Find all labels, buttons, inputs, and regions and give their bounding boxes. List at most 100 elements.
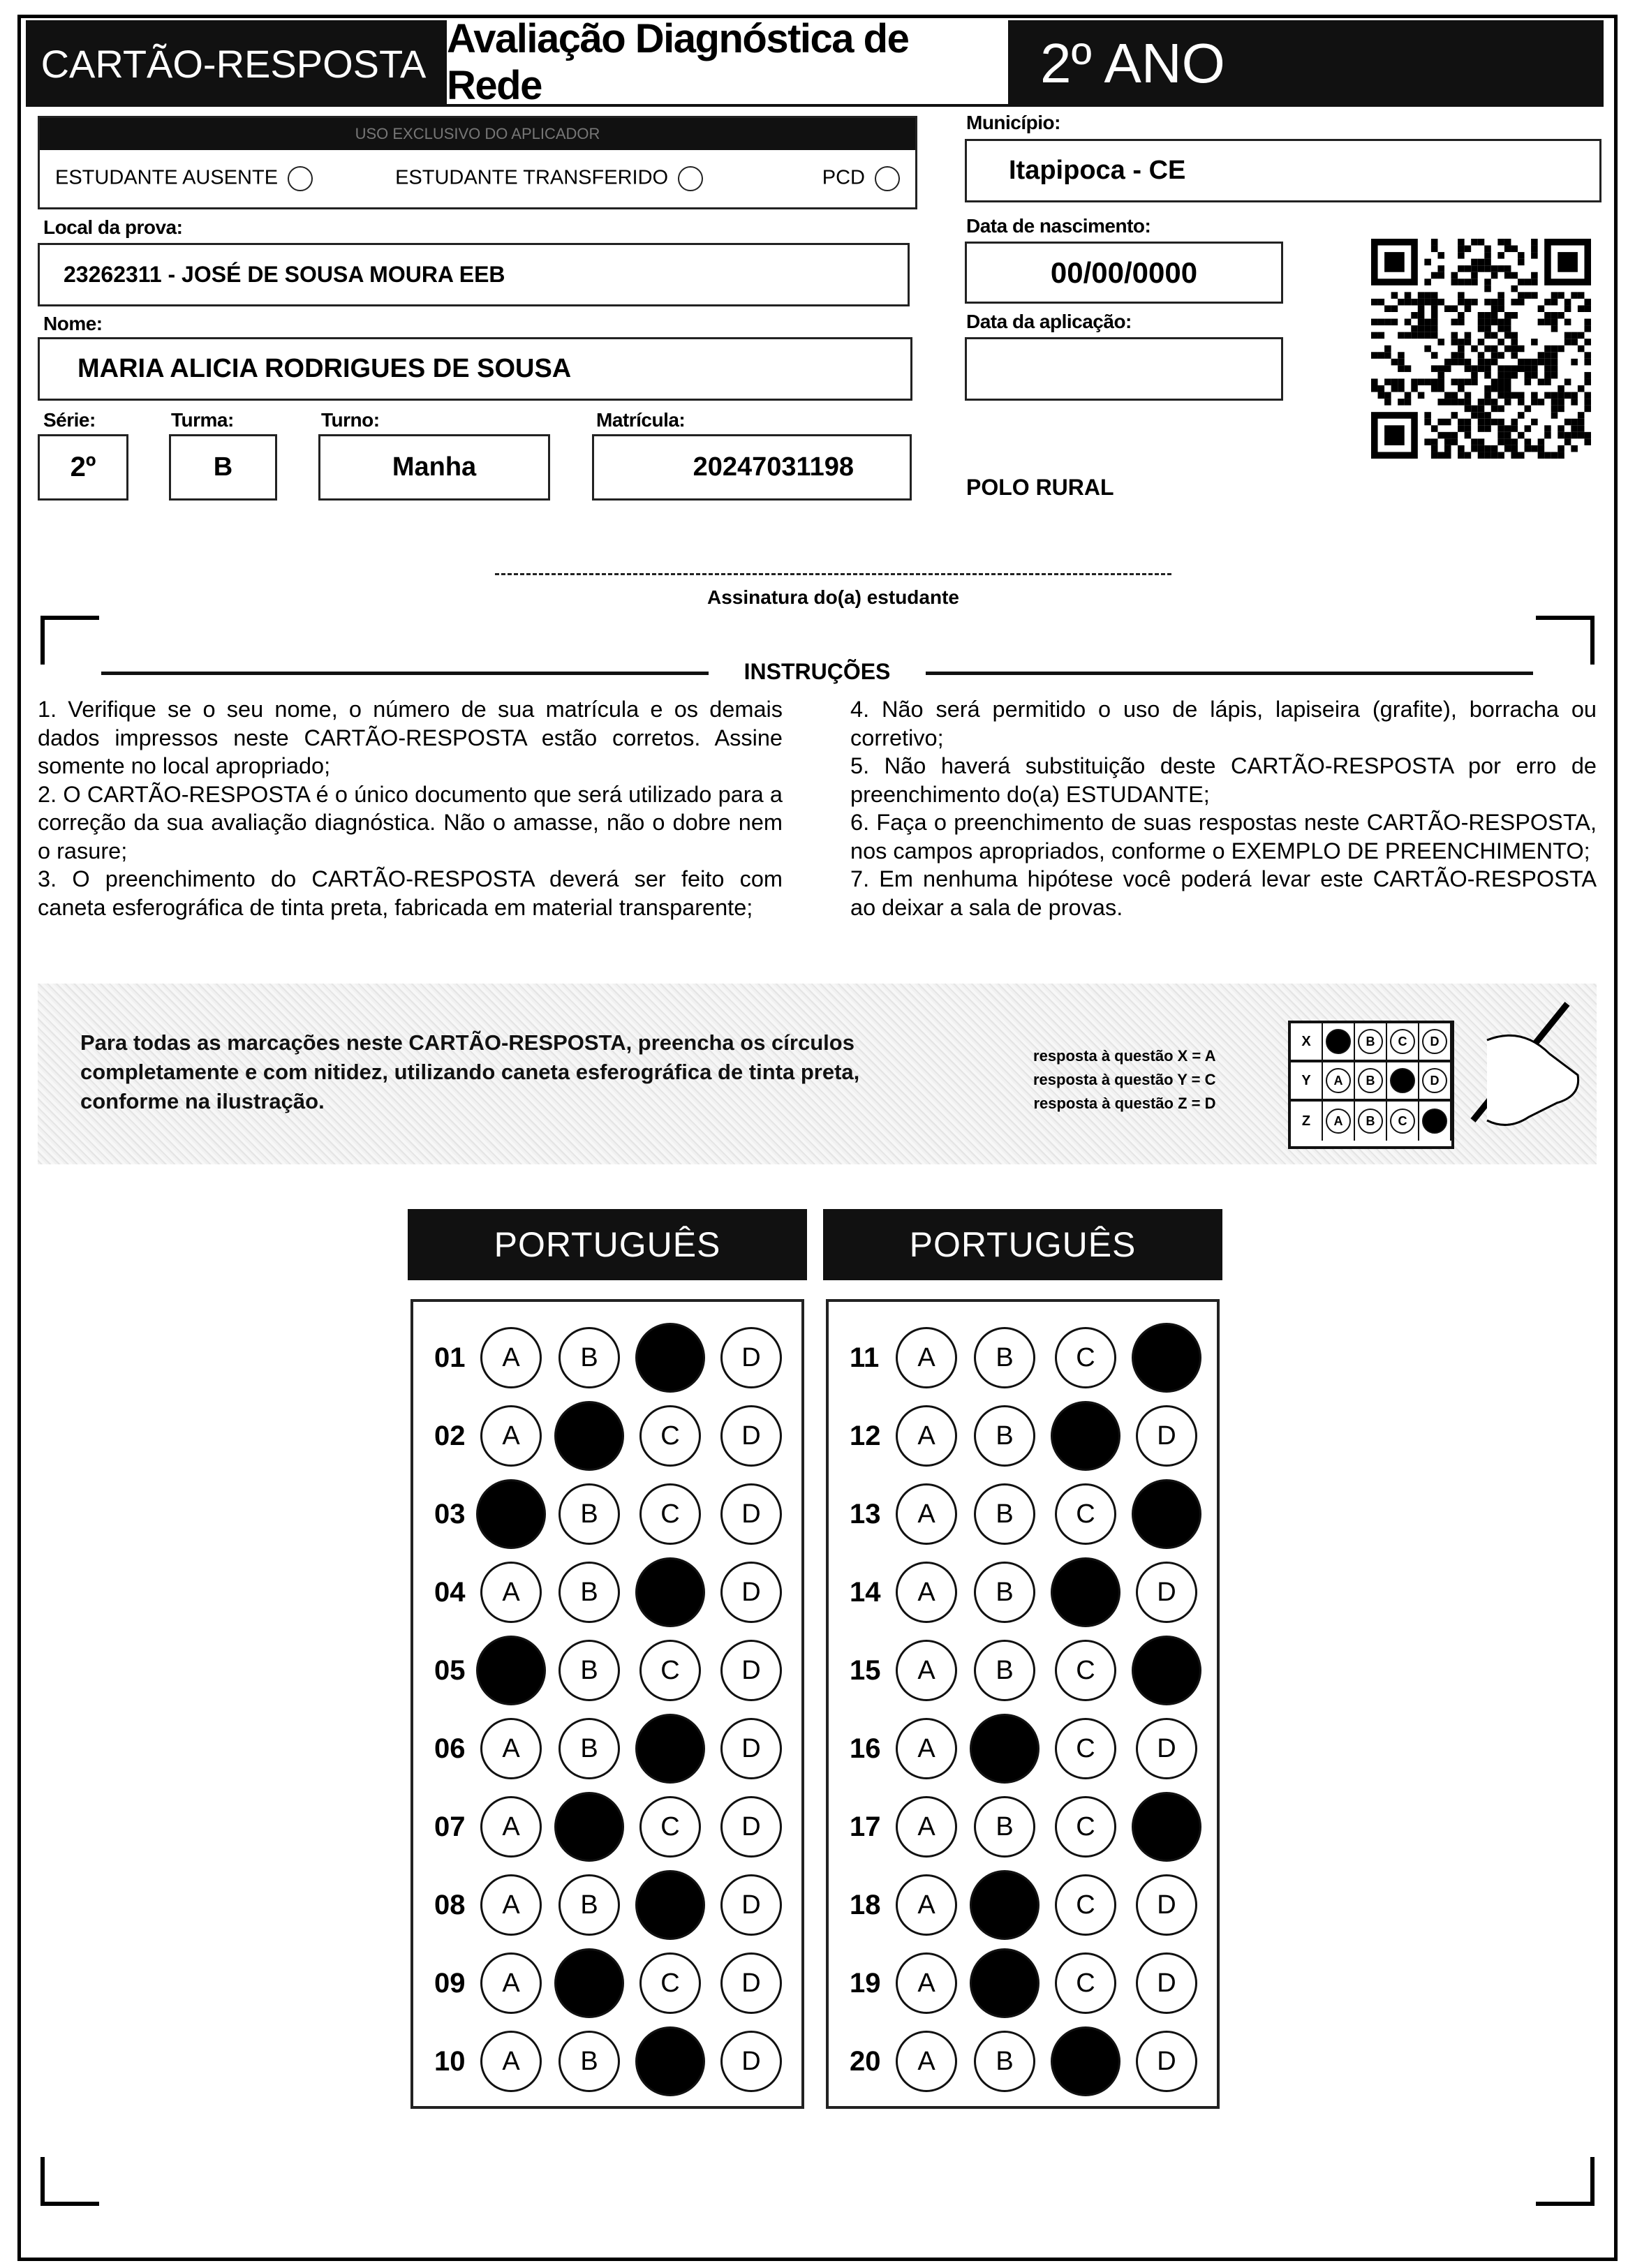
answer-bubble-a[interactable]: A (896, 2031, 957, 2092)
answer-bubble-c[interactable] (635, 1557, 705, 1627)
answer-bubble-b[interactable]: B (558, 2031, 620, 2092)
answer-bubble-a[interactable]: A (896, 1483, 957, 1545)
answer-bubble-c[interactable]: C (1055, 1483, 1116, 1545)
answer-bubble-d[interactable]: D (720, 1718, 782, 1779)
answer-bubble-d[interactable]: D (1136, 1405, 1197, 1467)
answer-bubble-c[interactable] (635, 2026, 705, 2096)
answer-bubble-d[interactable]: D (720, 2031, 782, 2092)
answer-bubble-d[interactable]: D (720, 1874, 782, 1936)
instructions-right: 4. Não será permitido o uso de lápis, la… (850, 695, 1597, 921)
answer-bubble-d[interactable]: D (720, 1405, 782, 1467)
answer-bubble-a[interactable]: A (896, 1327, 957, 1388)
answer-bubble-b[interactable] (970, 1948, 1040, 2018)
answer-bubble-a[interactable]: A (480, 1952, 542, 2014)
example-bubble: D (1422, 1068, 1447, 1093)
answer-bubble-c[interactable] (635, 1870, 705, 1940)
answer-bubble-d[interactable] (1132, 1636, 1201, 1705)
answer-bubble-b[interactable]: B (974, 1405, 1035, 1467)
answer-bubble-a[interactable]: A (480, 1718, 542, 1779)
question-number: 19 (850, 1968, 881, 1999)
answer-bubble-d[interactable]: D (720, 1640, 782, 1701)
answer-bubble-b[interactable]: B (558, 1483, 620, 1545)
answer-bubble-b[interactable]: B (558, 1327, 620, 1388)
absent-radio[interactable] (288, 166, 313, 191)
answer-bubble-d[interactable] (1132, 1792, 1201, 1862)
instruction-item: 7. Em nenhuma hipótese você poderá levar… (850, 866, 1597, 920)
answer-bubble-d[interactable]: D (1136, 1952, 1197, 2014)
answer-bubble-b[interactable]: B (974, 1796, 1035, 1858)
answer-bubble-d[interactable]: D (720, 1796, 782, 1858)
answer-bubble-d[interactable]: D (720, 1562, 782, 1623)
answer-bubble-b[interactable]: B (558, 1562, 620, 1623)
answer-bubble-a[interactable]: A (896, 1796, 957, 1858)
answer-bubble-a[interactable]: A (480, 1405, 542, 1467)
example-cell (1419, 1102, 1451, 1141)
answer-bubble-d[interactable]: D (1136, 1562, 1197, 1623)
answer-bubble-b[interactable]: B (558, 1718, 620, 1779)
transferred-radio[interactable] (678, 166, 704, 191)
answer-bubble-d[interactable]: D (720, 1483, 782, 1545)
answer-bubble-c[interactable] (1051, 1557, 1120, 1627)
answer-bubble-c[interactable]: C (639, 1796, 701, 1858)
answer-bubble-c[interactable]: C (1055, 1952, 1116, 2014)
answer-bubble-d[interactable]: D (1136, 1718, 1197, 1779)
answer-bubble-d[interactable] (1132, 1323, 1201, 1393)
answer-bubble-a[interactable]: A (480, 1327, 542, 1388)
question-number: 08 (434, 1890, 466, 1920)
answer-bubble-c[interactable]: C (1055, 1796, 1116, 1858)
divider (101, 672, 709, 675)
answer-bubble-c[interactable]: C (1055, 1874, 1116, 1936)
answer-bubble-a[interactable]: A (480, 1874, 542, 1936)
answer-bubble-a[interactable]: A (896, 1640, 957, 1701)
nome-field: MARIA ALICIA RODRIGUES DE SOUSA (38, 337, 912, 401)
answer-bubble-a[interactable]: A (896, 1562, 957, 1623)
absent-option[interactable]: ESTUDANTE AUSENTE (55, 166, 313, 191)
answer-bubble-a[interactable] (476, 1636, 546, 1705)
answer-bubble-a[interactable]: A (896, 1952, 957, 2014)
answer-bubble-b[interactable]: B (974, 1327, 1035, 1388)
answer-bubble-b[interactable]: B (974, 2031, 1035, 2092)
answer-bubble-a[interactable] (476, 1479, 546, 1549)
answer-bubble-c[interactable]: C (1055, 1718, 1116, 1779)
example-cell (1387, 1062, 1419, 1099)
answer-bubble-c[interactable] (1051, 1401, 1120, 1471)
answer-bubble-d[interactable]: D (1136, 1874, 1197, 1936)
answer-bubble-b[interactable]: B (974, 1562, 1035, 1623)
answer-bubble-d[interactable]: D (720, 1952, 782, 2014)
pcd-option[interactable]: PCD (822, 166, 900, 191)
pcd-radio[interactable] (875, 166, 900, 191)
matricula-field: 20247031198 (592, 434, 912, 501)
answer-bubble-b[interactable] (554, 1792, 624, 1862)
answer-bubble-b[interactable] (970, 1870, 1040, 1940)
answer-bubble-c[interactable]: C (1055, 1327, 1116, 1388)
answer-bubble-b[interactable]: B (558, 1640, 620, 1701)
answer-bubble-c[interactable]: C (639, 1405, 701, 1467)
example-bubble: D (1422, 1029, 1447, 1054)
answer-bubble-a[interactable]: A (480, 1796, 542, 1858)
answer-bubble-d[interactable]: D (720, 1327, 782, 1388)
answer-bubble-b[interactable]: B (558, 1874, 620, 1936)
answer-bubble-a[interactable]: A (896, 1718, 957, 1779)
question-row: 16 A C D (829, 1714, 1217, 1784)
answer-bubble-a[interactable]: A (480, 2031, 542, 2092)
answer-bubble-b[interactable] (554, 1401, 624, 1471)
answer-bubble-c[interactable]: C (639, 1640, 701, 1701)
answer-bubble-c[interactable] (635, 1323, 705, 1393)
answer-bubble-b[interactable]: B (974, 1640, 1035, 1701)
answer-bubble-d[interactable] (1132, 1479, 1201, 1549)
answer-bubble-b[interactable] (554, 1948, 624, 2018)
answer-bubble-b[interactable]: B (974, 1483, 1035, 1545)
answer-bubble-b[interactable] (970, 1714, 1040, 1784)
answer-bubble-c[interactable] (1051, 2026, 1120, 2096)
transferred-option[interactable]: ESTUDANTE TRANSFERIDO (395, 166, 704, 191)
answer-bubble-c[interactable]: C (639, 1483, 701, 1545)
answer-bubble-a[interactable]: A (896, 1874, 957, 1936)
answer-bubble-c[interactable]: C (1055, 1640, 1116, 1701)
answer-bubble-a[interactable]: A (480, 1562, 542, 1623)
answer-bubble-c[interactable]: C (639, 1952, 701, 2014)
registration-mark (1536, 616, 1595, 665)
question-row: 14 A B D (829, 1557, 1217, 1627)
answer-bubble-a[interactable]: A (896, 1405, 957, 1467)
answer-bubble-c[interactable] (635, 1714, 705, 1784)
answer-bubble-d[interactable]: D (1136, 2031, 1197, 2092)
